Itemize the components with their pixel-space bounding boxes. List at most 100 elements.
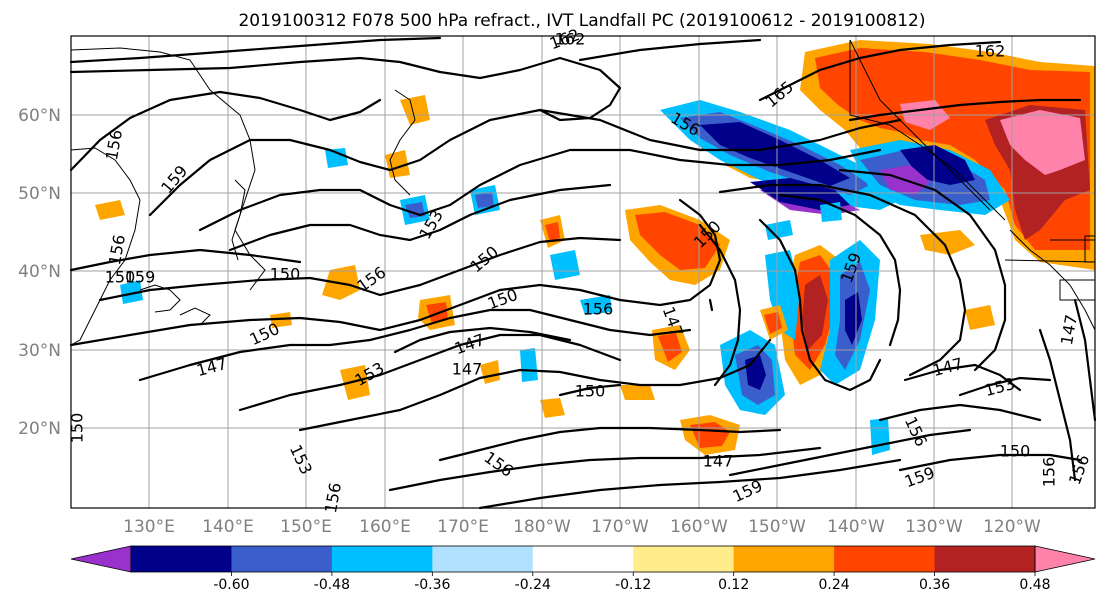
contour-line xyxy=(698,223,742,387)
contour-line xyxy=(838,168,1007,372)
contour-line xyxy=(878,403,1042,422)
lon-tick-label: 140°E xyxy=(202,517,254,537)
colorbar-segment xyxy=(432,546,534,572)
contour-line xyxy=(778,193,902,347)
contour-label: 147 xyxy=(703,452,734,471)
lon-tick-label: 130°E xyxy=(123,517,175,537)
contour-label: 156 xyxy=(583,300,614,319)
colorbar-extend-max xyxy=(1034,545,1096,573)
contour-line xyxy=(228,183,612,252)
contour-label: 147 xyxy=(452,360,483,379)
anomaly-fill xyxy=(658,333,682,362)
contour-line xyxy=(438,426,782,462)
anomaly-fill xyxy=(545,222,560,242)
contour-line xyxy=(1073,298,1097,422)
lon-tick-label: 150°W xyxy=(748,517,806,537)
contour-line xyxy=(69,198,722,347)
colorbar-tick-label: 0.12 xyxy=(718,577,749,593)
colorbar-segment xyxy=(733,546,835,572)
contour-line xyxy=(393,326,572,354)
colorbar-segment xyxy=(331,546,433,572)
contour-label: 156 xyxy=(1040,457,1059,488)
colorbar-tick-label: 0.48 xyxy=(1019,577,1050,593)
contour-line xyxy=(538,56,622,122)
lon-tick-label: 140°W xyxy=(827,517,885,537)
contour-line xyxy=(848,98,1082,122)
anomaly-fill xyxy=(540,398,565,418)
anomaly-fill xyxy=(700,122,850,186)
contour-line xyxy=(69,56,562,80)
lat-tick-label: 60°N xyxy=(18,106,61,126)
latitude-axis: 60°N 50°N 40°N 30°N 20°N xyxy=(18,106,61,439)
anomaly-fill xyxy=(765,250,800,340)
contour-line xyxy=(388,446,822,492)
coastline xyxy=(1004,259,1096,263)
colorbar-segment xyxy=(231,546,333,572)
lon-tick-label: 160°W xyxy=(670,517,728,537)
contour-label: 150 xyxy=(1000,442,1031,461)
map-frame xyxy=(70,35,1096,509)
colorbar-frame xyxy=(130,545,1036,573)
coastline xyxy=(1009,229,1096,331)
coastline xyxy=(389,89,416,196)
anomaly-fill xyxy=(270,312,292,328)
contour-line xyxy=(198,148,882,232)
colorbar: -0.60 -0.48 -0.36 -0.24 -0.12 0.12 0.24 0.36 0.4… xyxy=(70,545,1096,593)
colorbar-tick-label: -0.12 xyxy=(615,577,651,593)
contour-line xyxy=(148,108,902,217)
anomaly-fill xyxy=(340,365,370,400)
anomaly-fill xyxy=(765,220,793,240)
contour-line xyxy=(708,298,714,312)
lon-tick-label: 160°E xyxy=(359,517,411,537)
contour-line xyxy=(758,218,882,392)
lon-tick-label: 120°W xyxy=(983,517,1041,537)
anomaly-fill xyxy=(520,348,538,382)
anomaly-fill xyxy=(475,192,494,208)
contour-line xyxy=(238,333,622,412)
anomaly-fill xyxy=(620,385,655,400)
contour-line xyxy=(69,248,302,272)
anomaly-fill xyxy=(802,275,828,350)
anomaly-fill xyxy=(870,418,890,455)
lat-tick-label: 40°N xyxy=(18,262,61,282)
lon-tick-label: 180°W xyxy=(513,517,571,537)
colorbar-segment xyxy=(934,546,1036,572)
colorbar-tick-label: 0.24 xyxy=(819,577,850,593)
contour-label: 150 xyxy=(105,268,136,287)
colorbar-tick-label: -0.36 xyxy=(414,577,450,593)
colorbar-tick-label: 0.36 xyxy=(919,577,950,593)
contour-line xyxy=(558,383,622,397)
contour-line xyxy=(958,376,1052,397)
contour-line xyxy=(69,90,382,172)
contour-line xyxy=(98,236,622,302)
colorbar-tick-label: -0.48 xyxy=(314,577,350,593)
contour-line xyxy=(578,38,762,62)
anomaly-fill xyxy=(400,95,430,125)
contour-line xyxy=(898,453,1082,472)
coastline xyxy=(70,147,141,346)
contour-line xyxy=(1038,328,1077,482)
colorbar-tick-label: -0.60 xyxy=(213,577,249,593)
colorbar-tick-label: -0.24 xyxy=(515,577,551,593)
colorbar-segment xyxy=(633,546,735,572)
contour-line xyxy=(728,428,972,477)
lon-tick-label: 150°E xyxy=(280,517,332,537)
coastline xyxy=(849,39,991,211)
contour-line xyxy=(718,183,967,377)
contour-label: 150 xyxy=(270,265,301,284)
anomaly-fill xyxy=(1000,110,1085,175)
lon-tick-label: 130°W xyxy=(905,517,963,537)
contour-line xyxy=(478,458,902,510)
figure-title: 2019100312 F078 500 hPa refract., IVT La… xyxy=(238,11,925,31)
lat-tick-label: 50°N xyxy=(18,184,61,204)
contour-label: 162 xyxy=(555,30,586,49)
lon-tick-label: 170°W xyxy=(591,517,649,537)
anomaly-fill xyxy=(845,292,862,345)
coastline xyxy=(139,284,181,313)
colorbar-segment xyxy=(131,546,232,572)
contour-label: 159 xyxy=(125,268,156,287)
coastline xyxy=(179,307,211,326)
anomaly-fill xyxy=(965,305,995,330)
